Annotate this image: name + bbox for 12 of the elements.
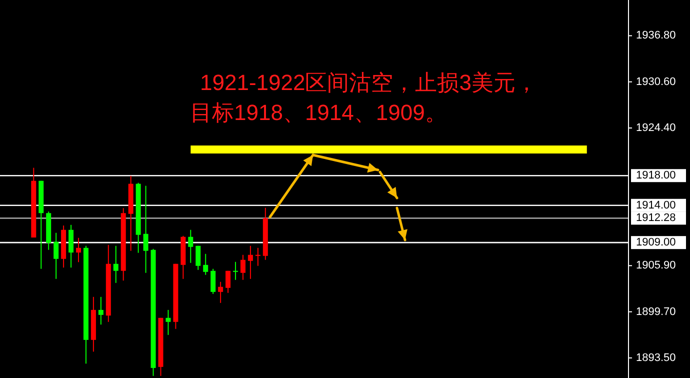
y-tick-label: 1905.90 bbox=[636, 260, 676, 272]
annotation: 1921-1922区间沽空，止损3美元， bbox=[200, 70, 538, 95]
y-tick-label: 1930.60 bbox=[636, 76, 676, 88]
ref-line-label: 1909.00 bbox=[636, 236, 676, 249]
ref-line-label: 1912.28 bbox=[636, 212, 676, 224]
ref-line-label: 1918.00 bbox=[636, 170, 676, 182]
y-tick-label: 1924.40 bbox=[636, 122, 676, 134]
ref-line-label: 1914.00 bbox=[636, 199, 676, 212]
annotation: 目标1918、1914、1909。 bbox=[190, 100, 447, 125]
y-tick-label: 1899.70 bbox=[636, 306, 676, 318]
y-tick-label: 1893.50 bbox=[636, 352, 676, 364]
y-tick-label: 1936.80 bbox=[636, 30, 676, 42]
